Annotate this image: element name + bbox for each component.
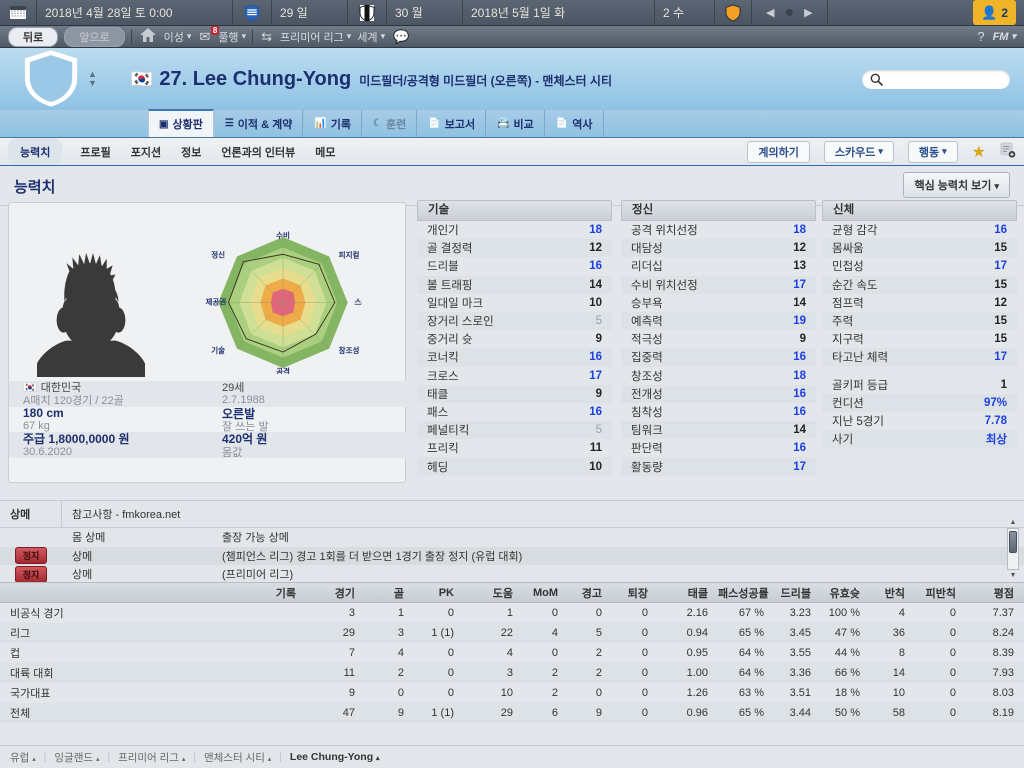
svg-text:제공권: 제공권: [206, 297, 227, 307]
svg-text:창조성: 창조성: [339, 345, 360, 355]
svg-text:정신: 정신: [211, 249, 225, 259]
svg-text:공격: 공격: [276, 366, 290, 374]
svg-text:스피드: 스피드: [354, 297, 362, 307]
svg-text:기술: 기술: [211, 345, 225, 355]
svg-text:피지컬: 피지컬: [339, 249, 360, 259]
svg-text:수비: 수비: [276, 231, 290, 240]
